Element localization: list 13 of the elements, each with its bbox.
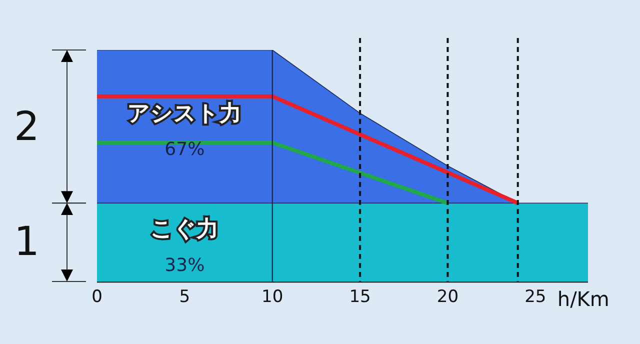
series-label: こぐ力 [150, 217, 219, 242]
x-tick-label: 10 [262, 287, 284, 308]
annotation: 33% [164, 255, 205, 276]
annotation: 67% [164, 139, 205, 160]
series-label: アシスト力 [128, 101, 242, 126]
x-tick-label: 0 [92, 287, 102, 308]
x-tick-label: 25 [524, 287, 546, 308]
x-tick-label: 15 [349, 287, 371, 308]
x-tick-label: 20 [436, 287, 459, 308]
x-tick-label: 5 [179, 287, 190, 308]
x-axis-title: h/Km [557, 286, 610, 311]
text: 1 [14, 218, 40, 266]
text: 2 [14, 102, 40, 151]
